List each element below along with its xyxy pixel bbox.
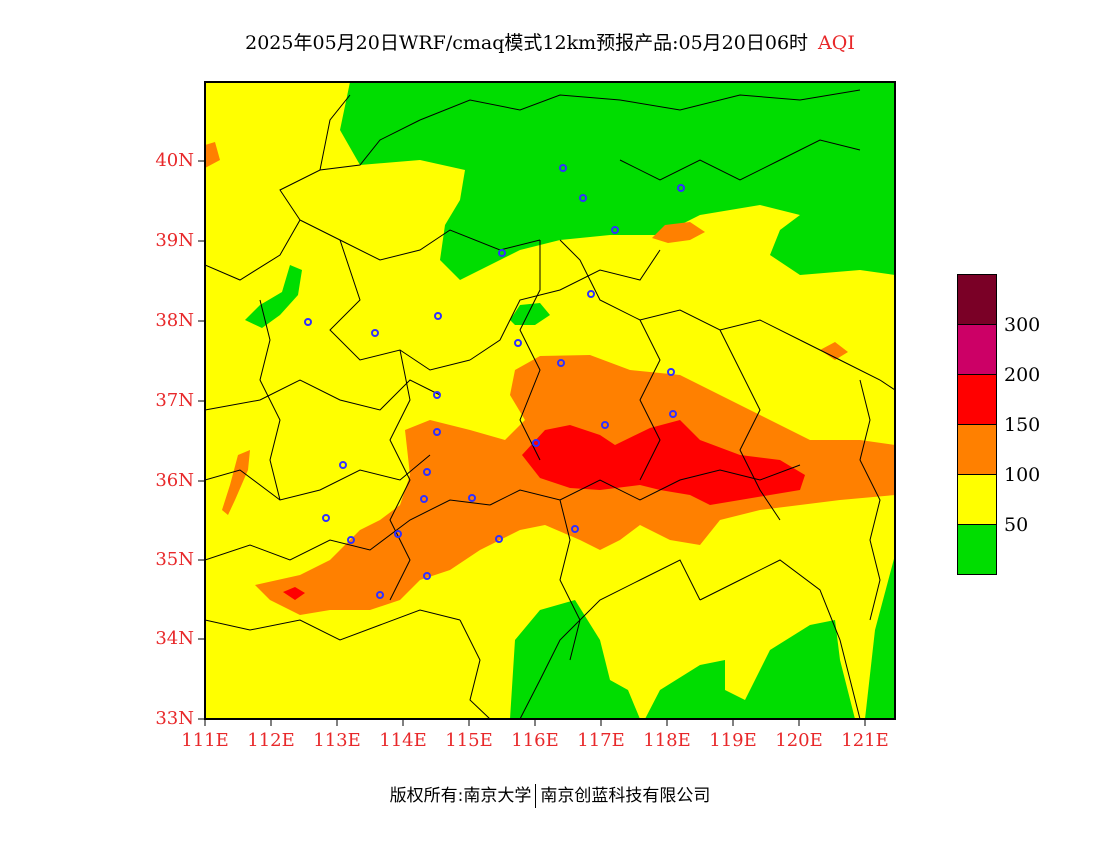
station-markers (304, 164, 685, 599)
station-marker (587, 290, 595, 298)
station-marker (433, 391, 441, 399)
lon-tick-label: 121E (841, 730, 889, 751)
station-marker (559, 164, 567, 172)
station-marker (371, 329, 379, 337)
aqi-zone-red-west (283, 587, 305, 600)
station-marker (579, 194, 587, 202)
station-marker (557, 359, 565, 367)
station-marker (601, 421, 609, 429)
lon-tick-label: 119E (709, 730, 757, 751)
legend-tick-label: 200 (1004, 364, 1041, 386)
lon-tick-label: 120E (775, 730, 823, 751)
station-marker (498, 249, 506, 257)
lat-tick-label: 38N (155, 310, 194, 331)
station-marker (423, 468, 431, 476)
lat-tick-label: 40N (155, 150, 194, 171)
aqi-zone-green-east (865, 555, 895, 719)
legend-tick-label: 50 (1004, 514, 1029, 536)
legend-tick-label: 150 (1004, 414, 1041, 436)
station-marker (423, 572, 431, 580)
aqi-zone-orange-west (222, 450, 250, 515)
admin-boundaries (205, 89, 895, 719)
lat-tick-label: 39N (155, 230, 194, 251)
station-marker (304, 318, 312, 326)
lon-tick-label: 117E (577, 730, 625, 751)
station-marker (434, 312, 442, 320)
lat-tick-label: 35N (155, 549, 194, 570)
station-marker (667, 368, 675, 376)
station-marker (571, 525, 579, 533)
lon-tick-label: 112E (247, 730, 295, 751)
title-aqi-tag: AQI (818, 32, 855, 54)
station-marker (376, 591, 384, 599)
station-marker (669, 410, 677, 418)
axis-ticks (198, 160, 866, 726)
aqi-zone-orange-nw (205, 142, 220, 168)
lon-tick-label: 111E (181, 730, 229, 751)
station-marker (514, 339, 522, 347)
legend-swatch (957, 524, 997, 575)
station-marker (468, 494, 476, 502)
aqi-legend (957, 274, 997, 575)
aqi-zone-green-south (510, 600, 640, 719)
legend-tick-label: 100 (1004, 464, 1041, 486)
lon-tick-label: 113E (313, 730, 361, 751)
station-marker (433, 428, 441, 436)
legend-swatch (957, 374, 997, 424)
copyright-left: 版权所有:南京大学 (389, 786, 532, 806)
legend-swatch (957, 474, 997, 524)
lat-tick-label: 36N (155, 470, 194, 491)
legend-tick-label: 300 (1004, 314, 1041, 336)
aqi-zone-green-mid (510, 303, 550, 325)
title-main: 2025年05月20日WRF/cmaq模式12km预报产品:05月20日06时 (245, 32, 809, 54)
lon-tick-label: 116E (511, 730, 559, 751)
aqi-zone-orange-east (820, 342, 848, 360)
station-marker (322, 514, 330, 522)
station-marker (347, 536, 355, 544)
lon-tick-label: 115E (445, 730, 493, 751)
lon-tick-label: 118E (643, 730, 691, 751)
station-marker (420, 495, 428, 503)
station-marker (339, 461, 347, 469)
legend-swatch (957, 274, 997, 324)
station-marker (394, 530, 402, 538)
legend-swatch (957, 424, 997, 474)
aqi-zone-orange-north (652, 222, 705, 243)
copyright-right: 南京创蓝科技有限公司 (540, 786, 711, 806)
aqi-zone-green-north (340, 82, 895, 280)
map-title: 2025年05月20日WRF/cmaq模式12km预报产品:05月20日06时 A… (0, 28, 1100, 55)
station-marker (677, 184, 685, 192)
lon-tick-label: 114E (379, 730, 427, 751)
legend-swatch (957, 324, 997, 374)
lat-tick-label: 37N (155, 390, 194, 411)
copyright-footer: 版权所有:南京大学 南京创蓝科技有限公司 (0, 781, 1100, 808)
station-marker (532, 439, 540, 447)
aqi-zone-green-southeast (645, 620, 855, 719)
copyright-separator (535, 784, 537, 808)
station-marker (611, 226, 619, 234)
aqi-zone-green-west (245, 265, 302, 328)
lat-tick-label: 33N (155, 708, 194, 729)
station-marker (495, 535, 503, 543)
lat-tick-label: 34N (155, 628, 194, 649)
